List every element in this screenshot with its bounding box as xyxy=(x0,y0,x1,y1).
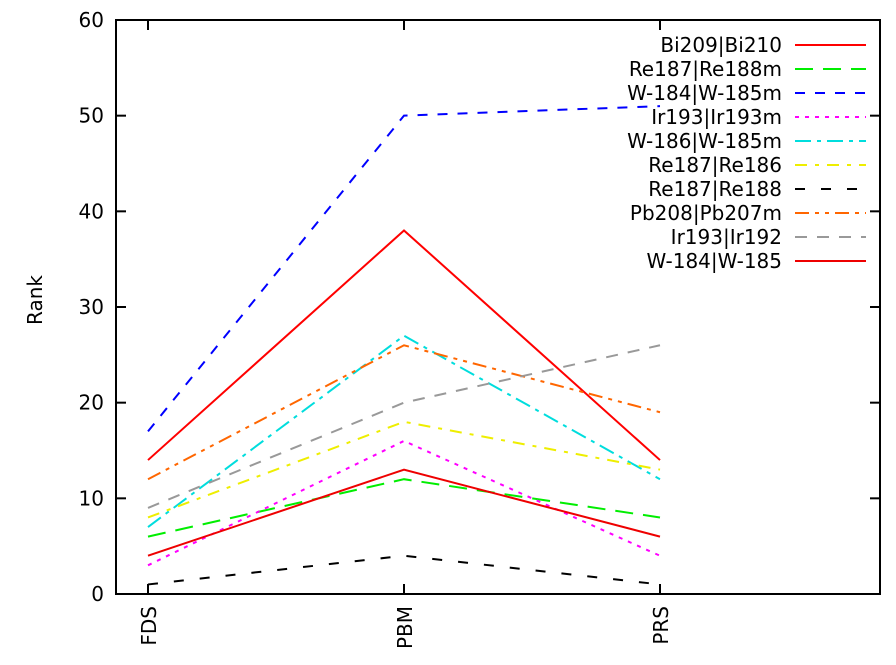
legend-label: Re187|Re186 xyxy=(648,153,782,177)
x-tick-label: PRS xyxy=(649,606,673,645)
legend: Bi209|Bi210Re187|Re188mW-184|W-185mIr193… xyxy=(627,33,866,273)
x-tick-label: FDS xyxy=(137,606,161,646)
legend-label: Ir193|Ir193m xyxy=(651,105,782,129)
y-axis: 0 10 20 30 40 50 60 xyxy=(79,8,880,606)
series-line-9 xyxy=(147,344,661,509)
y-tick-label: 30 xyxy=(79,295,104,319)
y-tick-label: 20 xyxy=(79,391,104,415)
series-line-1 xyxy=(147,229,661,461)
series-line-5 xyxy=(147,334,661,528)
x-tick-label: PBM xyxy=(393,606,417,649)
series-line-3 xyxy=(147,105,661,432)
series-line-8 xyxy=(147,344,661,481)
series-line-10 xyxy=(147,468,661,557)
series-line-2 xyxy=(147,478,661,538)
y-axis-label: Rank xyxy=(23,275,47,325)
legend-label: W-184|W-185 xyxy=(647,249,782,273)
legend-label: Ir193|Ir192 xyxy=(671,225,782,249)
y-tick-label: 10 xyxy=(79,486,104,510)
legend-label: W-186|W-185m xyxy=(627,129,782,153)
series-line-4 xyxy=(147,439,661,567)
series-lines xyxy=(147,105,661,586)
x-axis: FDS PBM PRS xyxy=(137,20,673,649)
series-line-7 xyxy=(147,554,661,586)
legend-label: Bi209|Bi210 xyxy=(660,33,782,57)
y-tick-label: 0 xyxy=(91,582,104,606)
y-tick-label: 40 xyxy=(79,199,104,223)
y-tick-label: 60 xyxy=(79,8,104,32)
legend-label: Pb208|Pb207m xyxy=(630,201,782,225)
legend-label: Re187|Re188m xyxy=(629,57,782,81)
legend-label: W-184|W-185m xyxy=(627,81,782,105)
legend-label: Re187|Re188 xyxy=(648,177,782,201)
y-tick-label: 50 xyxy=(79,104,104,128)
